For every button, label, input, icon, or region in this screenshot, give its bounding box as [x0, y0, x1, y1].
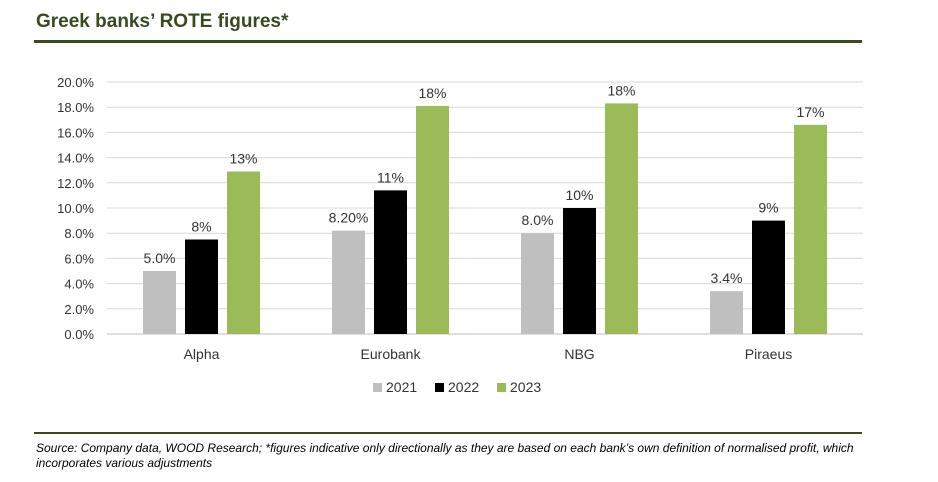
- bar-2022-eurobank: [374, 190, 407, 334]
- bar-2022-nbg: [563, 208, 596, 334]
- data-label: 8.0%: [522, 212, 554, 228]
- bar-2023-piraeus: [794, 124, 827, 334]
- y-tick-label: 16.0%: [57, 125, 94, 140]
- data-label: 3.4%: [711, 270, 743, 286]
- x-category-label: Alpha: [184, 346, 220, 362]
- x-category-label: Piraeus: [745, 346, 792, 362]
- x-category-label: NBG: [564, 346, 594, 362]
- y-tick-label: 6.0%: [64, 251, 94, 266]
- bar-2023-alpha: [227, 171, 260, 334]
- bar-2023-eurobank: [416, 105, 449, 334]
- y-tick-label: 12.0%: [57, 176, 94, 191]
- data-label: 5.0%: [144, 250, 176, 266]
- bar-chart: 0.0% 2.0% 4.0% 6.0% 8.0% 10.0% 12.0% 14.0% 16.0%…: [57, 75, 863, 395]
- data-label: 10%: [565, 187, 593, 203]
- legend-swatch-2021: [373, 383, 382, 392]
- data-label: 18%: [418, 85, 446, 101]
- data-label: 8.20%: [329, 210, 369, 226]
- bar-2021-piraeus: [710, 291, 743, 334]
- header-rule: [34, 40, 862, 43]
- y-tick-label: 14.0%: [57, 151, 94, 166]
- data-label: 8%: [191, 219, 211, 235]
- footer-rule: [34, 432, 862, 434]
- data-label: 9%: [758, 200, 778, 216]
- legend-label-2023: 2023: [510, 379, 541, 395]
- legend-swatch-2023: [497, 383, 506, 392]
- bar-2022-alpha: [185, 239, 218, 334]
- y-tick-label: 4.0%: [64, 277, 94, 292]
- bar-2021-alpha: [143, 271, 176, 334]
- y-tick-label: 18.0%: [57, 100, 94, 115]
- data-label: 13%: [229, 150, 257, 166]
- data-label: 17%: [796, 104, 824, 120]
- legend-swatch-2022: [435, 383, 444, 392]
- source-note: Source: Company data, WOOD Research; *fi…: [36, 441, 854, 470]
- data-label: 11%: [377, 169, 404, 185]
- y-tick-label: 8.0%: [64, 226, 94, 241]
- bar-2021-eurobank: [332, 230, 365, 334]
- bar-2023-nbg: [605, 103, 638, 334]
- x-category-label: Eurobank: [361, 346, 422, 362]
- legend-label-2022: 2022: [448, 379, 479, 395]
- bar-2022-piraeus: [752, 220, 785, 334]
- y-tick-label: 10.0%: [57, 201, 94, 216]
- legend-label-2021: 2021: [386, 379, 417, 395]
- bar-2021-nbg: [521, 233, 554, 334]
- chart-title: Greek banks’ ROTE figures*: [36, 11, 289, 32]
- y-tick-label: 2.0%: [64, 302, 94, 317]
- y-tick-label: 20.0%: [57, 75, 94, 90]
- data-label: 18%: [607, 82, 635, 98]
- y-tick-label: 0.0%: [64, 327, 94, 342]
